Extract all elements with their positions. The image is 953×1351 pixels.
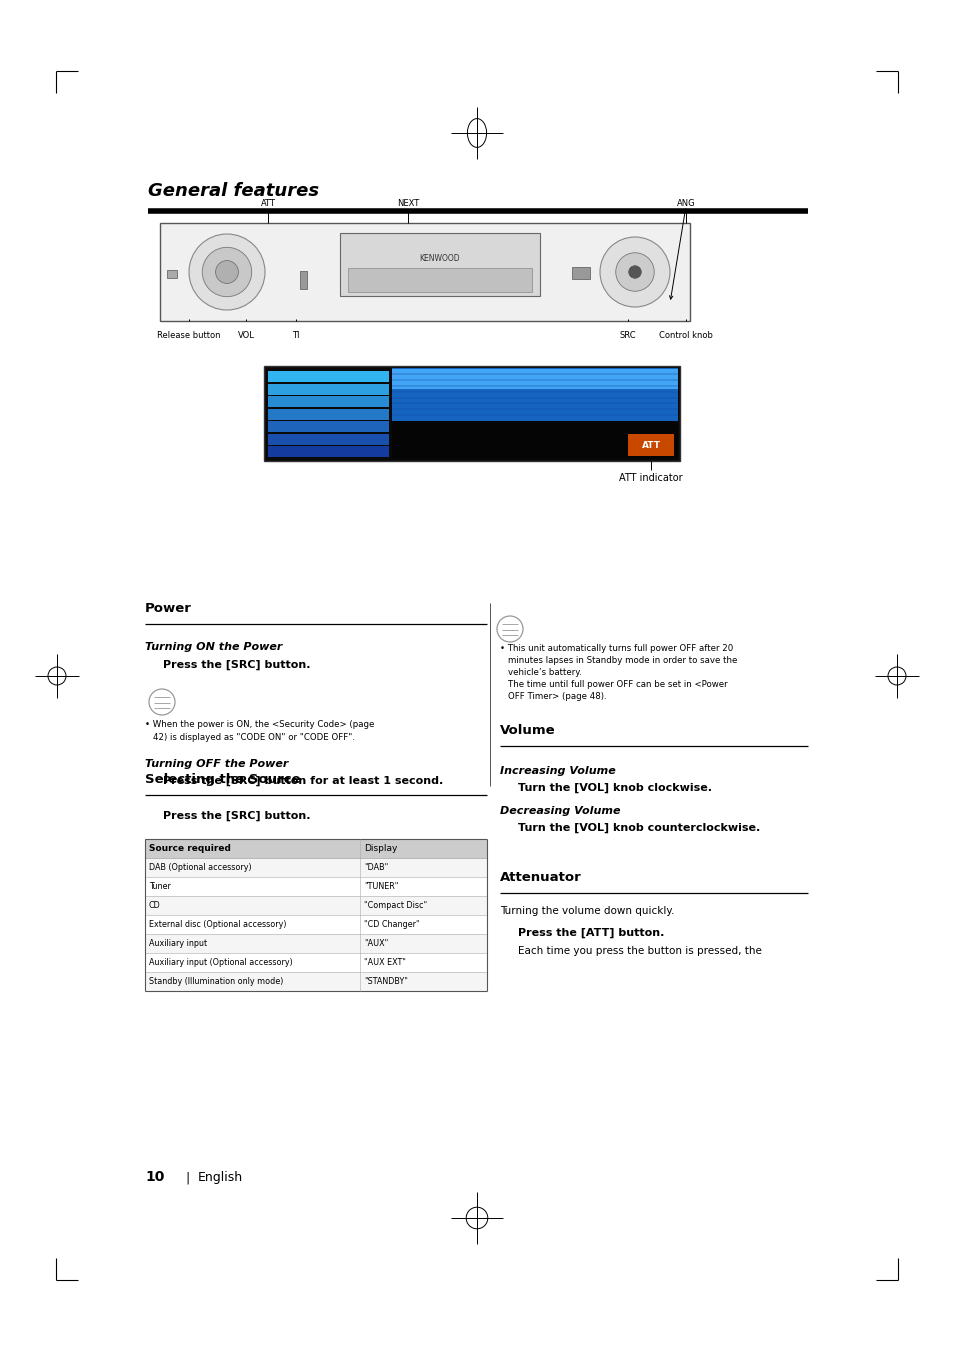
- Text: • This unit automatically turns full power OFF after 20: • This unit automatically turns full pow…: [499, 644, 733, 653]
- Text: Decreasing Volume: Decreasing Volume: [499, 807, 619, 816]
- Text: ANG: ANG: [676, 199, 695, 208]
- Circle shape: [149, 689, 174, 715]
- Bar: [145, 858, 486, 877]
- Bar: [160, 223, 689, 322]
- Circle shape: [215, 261, 238, 284]
- Bar: [145, 952, 486, 971]
- Text: Auxiliary input: Auxiliary input: [149, 939, 207, 948]
- Text: Control knob: Control knob: [659, 331, 712, 340]
- Text: Power: Power: [145, 603, 192, 615]
- Text: 10: 10: [145, 1170, 164, 1183]
- Text: General features: General features: [148, 182, 319, 200]
- Text: SRC: SRC: [619, 331, 636, 340]
- Text: vehicle’s battery.: vehicle’s battery.: [507, 667, 581, 677]
- Text: Turning the volume down quickly.: Turning the volume down quickly.: [499, 907, 674, 916]
- Bar: [392, 369, 678, 389]
- Text: The time until full power OFF can be set in <Power: The time until full power OFF can be set…: [507, 680, 727, 689]
- Text: "AUX EXT": "AUX EXT": [364, 958, 405, 967]
- Circle shape: [628, 266, 640, 278]
- Text: Press the [ATT] button.: Press the [ATT] button.: [517, 928, 663, 938]
- Bar: [392, 422, 678, 459]
- Text: ATT: ATT: [260, 199, 275, 208]
- Text: Release button: Release button: [157, 331, 220, 340]
- Text: "CD Changer": "CD Changer": [364, 920, 419, 929]
- Text: Each time you press the button is pressed, the: Each time you press the button is presse…: [517, 946, 761, 957]
- Text: Attenuator: Attenuator: [499, 871, 581, 884]
- Text: Display: Display: [364, 844, 397, 852]
- Text: Selecting the Source: Selecting the Source: [145, 773, 300, 786]
- Text: Turning ON the Power: Turning ON the Power: [145, 642, 282, 653]
- Bar: [268, 396, 389, 407]
- Bar: [268, 434, 389, 444]
- Bar: [167, 270, 177, 278]
- Bar: [268, 422, 389, 432]
- Bar: [268, 409, 389, 420]
- Bar: [392, 367, 678, 422]
- Text: Press the [SRC] button.: Press the [SRC] button.: [163, 661, 310, 670]
- Bar: [145, 971, 486, 992]
- Text: OFF Timer> (page 48).: OFF Timer> (page 48).: [507, 692, 606, 701]
- Text: NEXT: NEXT: [396, 199, 418, 208]
- Text: "AUX": "AUX": [364, 939, 388, 948]
- Text: Press the [SRC] button for at least 1 second.: Press the [SRC] button for at least 1 se…: [163, 775, 443, 786]
- Text: Tuner: Tuner: [149, 882, 171, 892]
- Bar: [145, 915, 486, 934]
- Text: TI: TI: [292, 331, 299, 340]
- Bar: [145, 934, 486, 952]
- Text: KENWOOD: KENWOOD: [419, 254, 460, 263]
- Text: Press the [SRC] button.: Press the [SRC] button.: [163, 811, 310, 821]
- Circle shape: [497, 616, 522, 642]
- Text: CD: CD: [149, 901, 161, 911]
- Text: ATT indicator: ATT indicator: [618, 473, 682, 484]
- Text: Source required: Source required: [149, 844, 231, 852]
- Text: "TUNER": "TUNER": [364, 882, 398, 892]
- Bar: [627, 434, 673, 457]
- Text: "Compact Disc": "Compact Disc": [364, 901, 427, 911]
- Bar: [268, 446, 389, 457]
- Bar: [299, 272, 307, 289]
- Circle shape: [599, 236, 669, 307]
- Text: 42) is displayed as "CODE ON" or "CODE OFF".: 42) is displayed as "CODE ON" or "CODE O…: [152, 734, 355, 742]
- Text: |: |: [185, 1171, 189, 1183]
- Text: VOL: VOL: [237, 331, 254, 340]
- Bar: [145, 896, 486, 915]
- Text: "STANDBY": "STANDBY": [364, 977, 408, 986]
- Text: External disc (Optional accessory): External disc (Optional accessory): [149, 920, 286, 929]
- Bar: [572, 267, 589, 280]
- Bar: [268, 372, 389, 382]
- Text: ATT: ATT: [640, 440, 659, 450]
- Bar: [145, 877, 486, 896]
- Circle shape: [615, 253, 654, 292]
- Text: English: English: [198, 1171, 243, 1183]
- Circle shape: [202, 247, 252, 297]
- Bar: [348, 267, 532, 292]
- Text: Standby (Illumination only mode): Standby (Illumination only mode): [149, 977, 283, 986]
- Text: Turning OFF the Power: Turning OFF the Power: [145, 759, 288, 769]
- Bar: [268, 384, 389, 394]
- Text: Auxiliary input (Optional accessory): Auxiliary input (Optional accessory): [149, 958, 293, 967]
- Text: Turn the [VOL] knob counterclockwise.: Turn the [VOL] knob counterclockwise.: [517, 823, 760, 834]
- Text: Volume: Volume: [499, 724, 555, 738]
- Bar: [339, 232, 539, 296]
- Text: • When the power is ON, the <Security Code> (page: • When the power is ON, the <Security Co…: [145, 720, 374, 730]
- Text: Increasing Volume: Increasing Volume: [499, 766, 615, 775]
- Bar: [264, 366, 679, 461]
- Text: DAB (Optional accessory): DAB (Optional accessory): [149, 863, 252, 871]
- Circle shape: [189, 234, 265, 309]
- Text: "DAB": "DAB": [364, 863, 388, 871]
- Text: Turn the [VOL] knob clockwise.: Turn the [VOL] knob clockwise.: [517, 784, 711, 793]
- Text: minutes lapses in Standby mode in order to save the: minutes lapses in Standby mode in order …: [507, 657, 737, 665]
- Bar: [145, 839, 486, 858]
